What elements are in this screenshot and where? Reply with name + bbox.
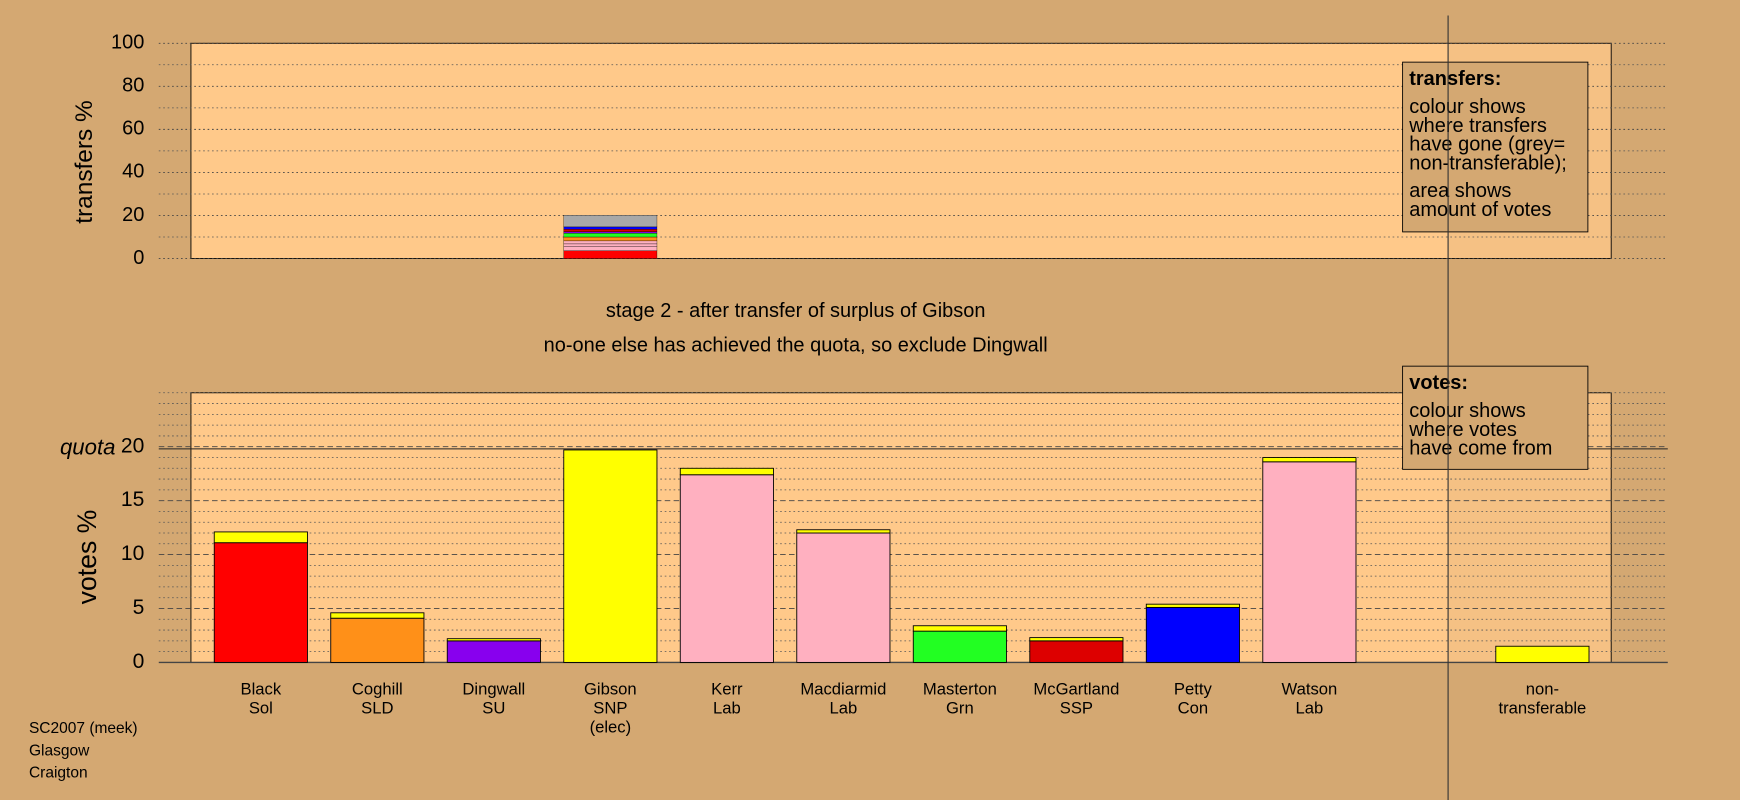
- bar-segment: [563, 231, 658, 234]
- y-axis-label: transfers %: [71, 100, 98, 223]
- bar-segment: [1145, 603, 1240, 608]
- x-tick-label: Lab: [1296, 698, 1324, 717]
- bar-segment: [1262, 457, 1357, 463]
- bar-segment: [563, 250, 658, 259]
- bar-segment: [563, 240, 658, 245]
- x-tick-label: Sol: [249, 698, 273, 717]
- bar-segment: [563, 226, 658, 230]
- x-tick-label: SNP: [593, 698, 627, 717]
- x-tick-label: Masterton: [923, 680, 997, 699]
- x-tick-label: Con: [1178, 698, 1209, 717]
- bar-segment: [563, 236, 658, 242]
- bar-segment: [1029, 637, 1124, 642]
- x-tick-label: Lab: [713, 698, 741, 717]
- y-tick-label: 15: [121, 488, 144, 511]
- bar-segment: [1262, 461, 1357, 663]
- legend-text: have come from: [1409, 438, 1552, 460]
- x-tick-label: (elec): [590, 717, 632, 736]
- bar-segment: [563, 229, 658, 232]
- bar-segment: [330, 612, 425, 619]
- footer-text: Glasgow: [29, 742, 90, 759]
- legend-text: colour shows: [1409, 400, 1526, 422]
- x-tick-label: non-: [1526, 680, 1559, 699]
- chart-title: stage 2 - after transfer of surplus of G…: [606, 300, 986, 322]
- bar-segment: [796, 529, 891, 534]
- x-tick-label: Black: [241, 680, 282, 699]
- y-tick-label: 20: [122, 204, 144, 226]
- x-tick-label: Grn: [946, 698, 974, 717]
- bar-segment: [563, 215, 658, 228]
- bar-segment: [912, 630, 1007, 663]
- x-tick-label: Lab: [829, 698, 857, 717]
- y-tick-label: 10: [121, 542, 144, 565]
- y-tick-label: 0: [133, 247, 144, 269]
- legend-text: area shows: [1409, 180, 1511, 202]
- footer-text: Craigton: [29, 764, 88, 781]
- bar-segment: [563, 243, 658, 247]
- legend-text: non-transferable);: [1409, 152, 1567, 174]
- bar-segment: [1495, 645, 1590, 663]
- legend-box: [1402, 61, 1589, 233]
- legend-title: transfers:: [1409, 68, 1501, 90]
- x-tick-label: Coghill: [352, 680, 403, 699]
- quota-label: quota: [60, 435, 116, 460]
- bar-segment: [563, 232, 658, 238]
- bar-segment: [563, 246, 658, 251]
- bar-segment: [446, 638, 541, 642]
- bar-segment: [213, 542, 308, 663]
- bar-segment: [446, 640, 541, 663]
- bar-segment: [330, 617, 425, 663]
- bar-segment: [679, 467, 774, 476]
- x-tick-label: Gibson: [584, 680, 637, 699]
- bar-segment: [912, 625, 1007, 632]
- y-tick-label: 80: [122, 75, 144, 97]
- legend-title: votes:: [1409, 372, 1468, 394]
- y-tick-label: 0: [133, 650, 145, 673]
- legend-text: where transfers: [1408, 115, 1547, 137]
- x-tick-label: SSP: [1060, 698, 1093, 717]
- x-tick-label: transferable: [1499, 698, 1587, 717]
- bar-segment: [1029, 640, 1124, 663]
- legend-box: [1402, 365, 1589, 470]
- x-tick-label: Dingwall: [462, 680, 525, 699]
- legend-text: amount of votes: [1409, 199, 1551, 221]
- x-tick-label: McGartland: [1033, 680, 1119, 699]
- bar-segment: [213, 531, 308, 544]
- y-axis-label: votes %: [72, 510, 102, 605]
- y-tick-label: 5: [133, 596, 145, 619]
- bar-segment: [563, 449, 658, 663]
- y-tick-label: 40: [122, 161, 144, 183]
- bar-segment: [679, 474, 774, 663]
- x-tick-label: SU: [482, 698, 505, 717]
- x-tick-label: Kerr: [711, 680, 743, 699]
- legend-text: colour shows: [1409, 96, 1526, 118]
- y-tick-label: 60: [122, 118, 144, 140]
- legend-text: where votes: [1408, 419, 1517, 441]
- chart-subtitle: no-one else has achieved the quota, so e…: [544, 334, 1048, 356]
- x-tick-label: Watson: [1282, 680, 1338, 699]
- x-tick-label: Macdiarmid: [800, 680, 886, 699]
- bar-segment: [796, 532, 891, 663]
- bar-segment: [1145, 606, 1240, 663]
- x-tick-label: SLD: [361, 698, 393, 717]
- y-tick-label: 20: [121, 434, 144, 457]
- footer-text: SC2007 (meek): [29, 720, 138, 737]
- x-tick-label: Petty: [1174, 680, 1213, 699]
- y-tick-label: 100: [111, 32, 144, 54]
